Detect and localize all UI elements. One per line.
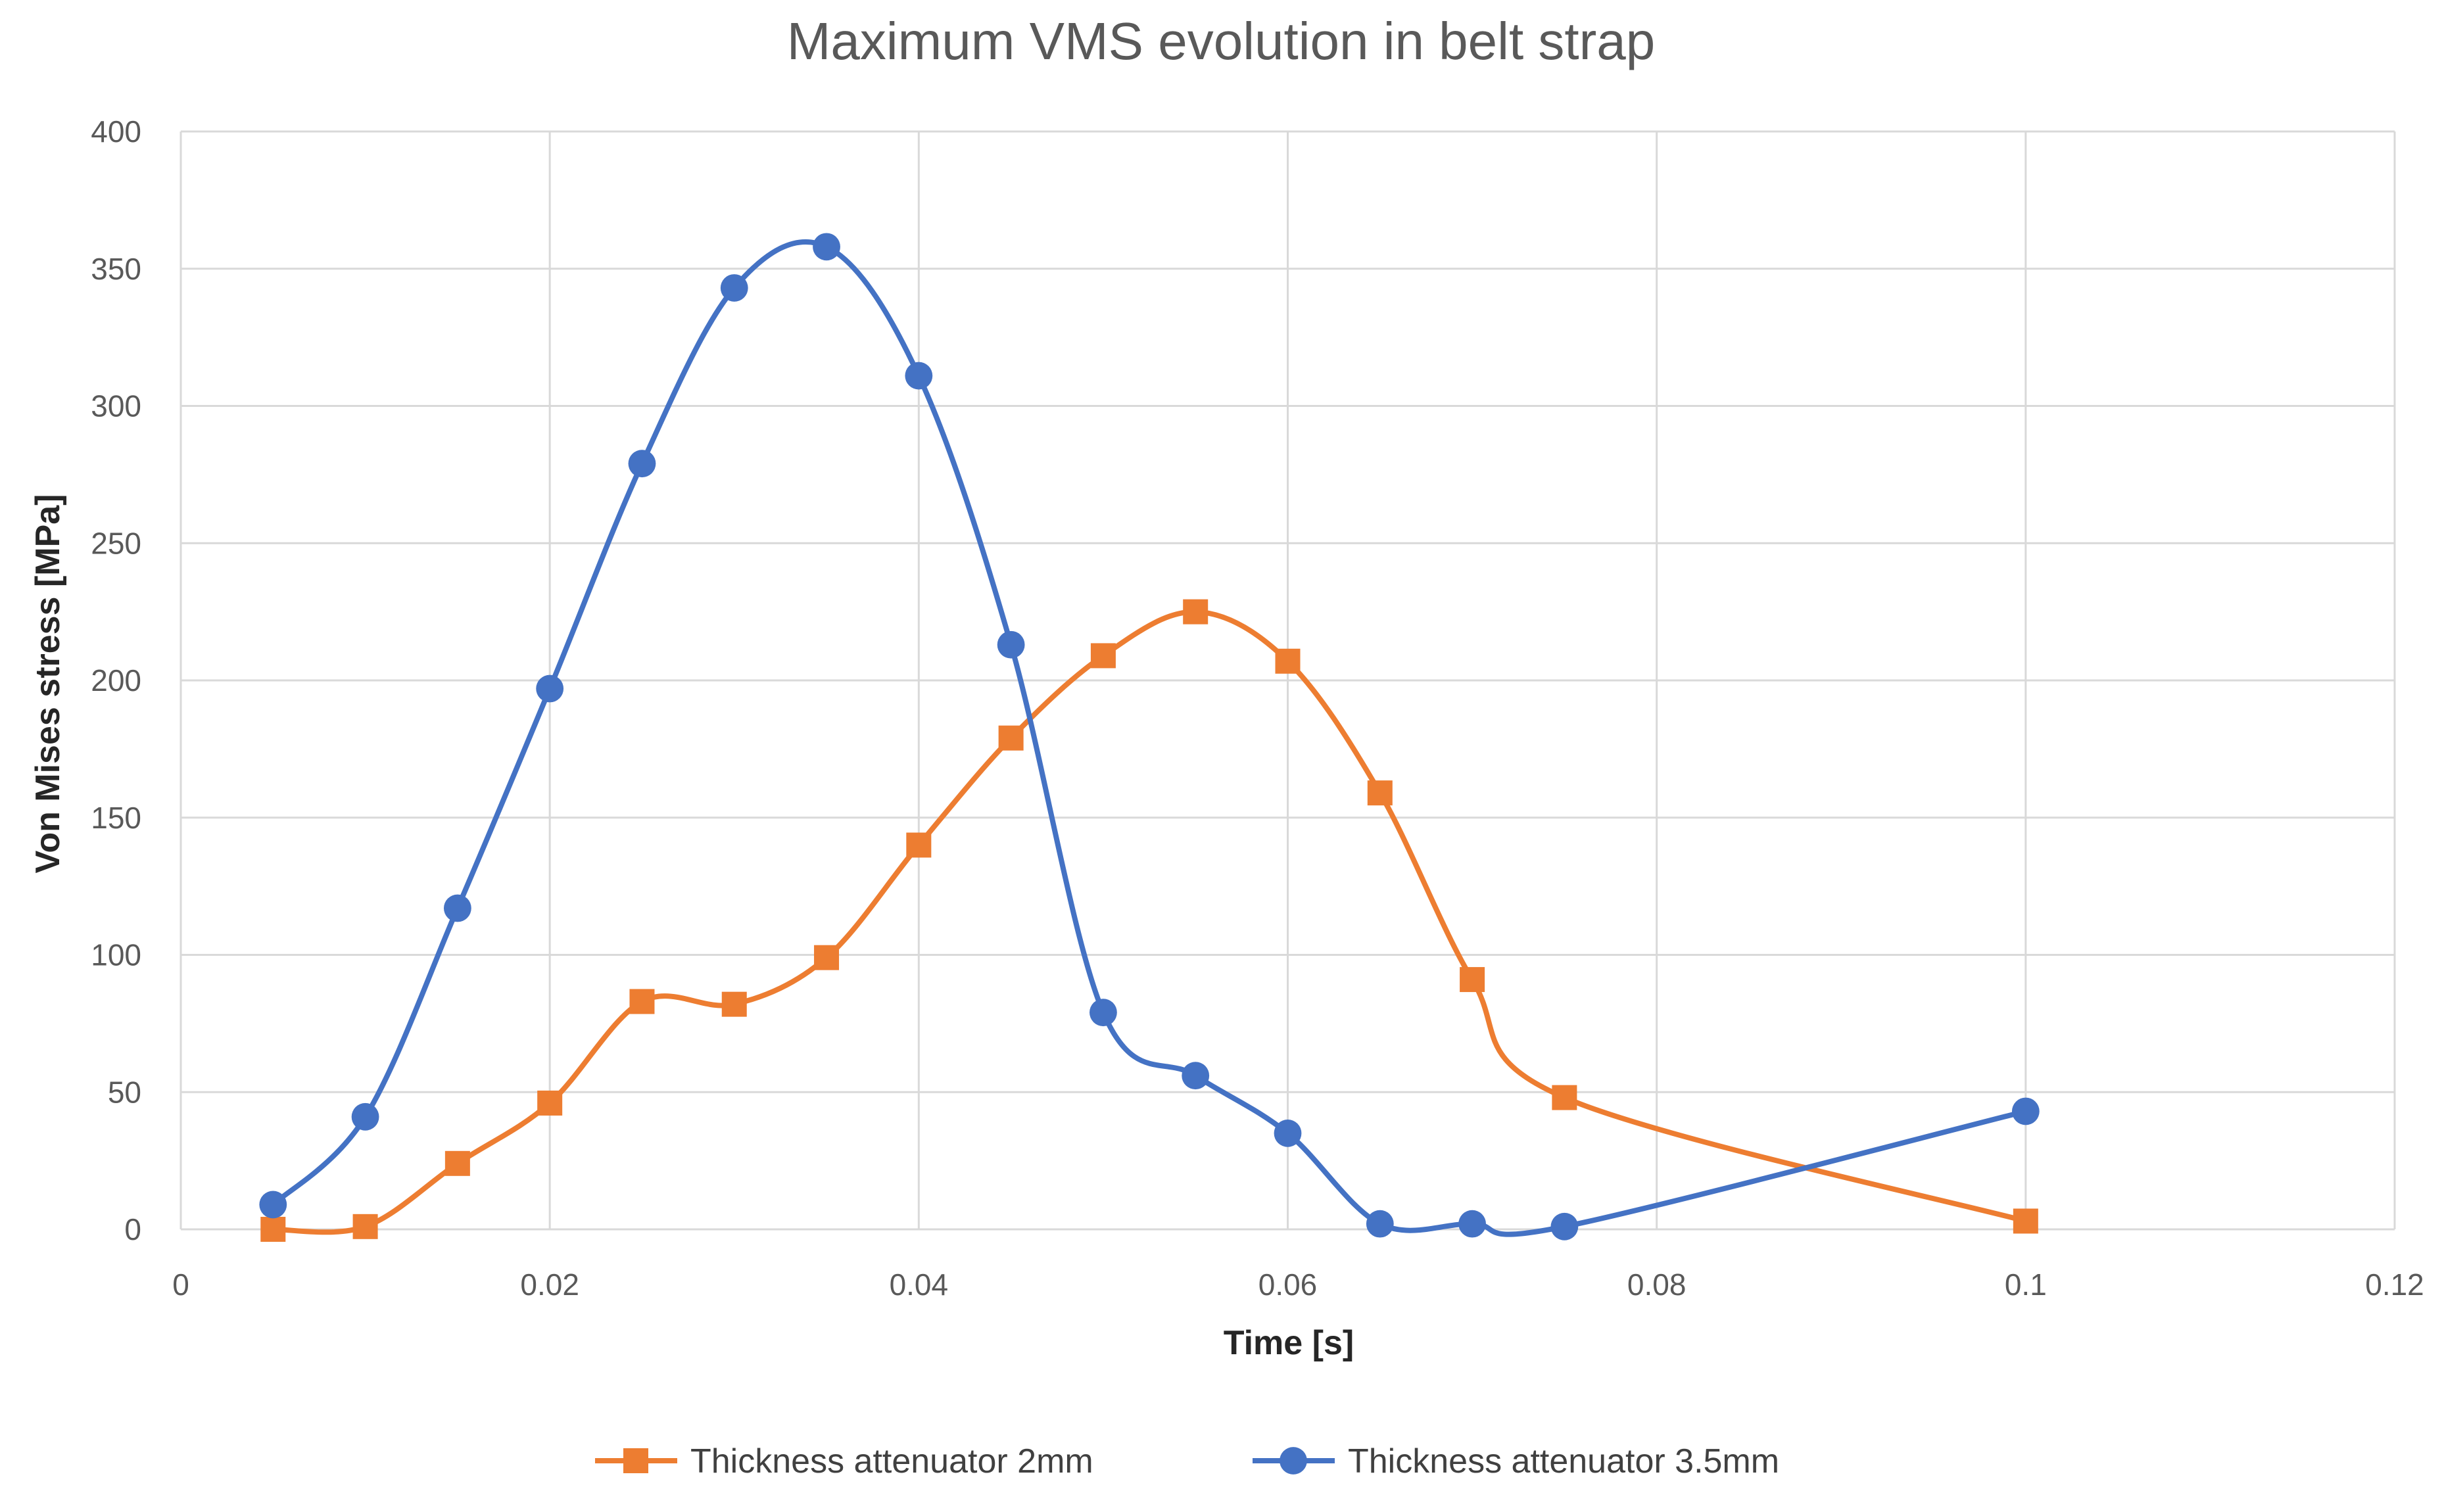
data-point — [629, 989, 655, 1014]
data-point — [1458, 1210, 1486, 1238]
data-point — [721, 991, 747, 1017]
gridlines — [180, 130, 2396, 1231]
data-point — [1089, 999, 1117, 1027]
data-point — [720, 274, 748, 302]
x-tick-label: 0.06 — [1258, 1267, 1318, 1302]
y-tick-label: 50 — [108, 1075, 141, 1109]
data-point — [813, 233, 840, 261]
series-line — [273, 609, 2026, 1235]
y-tick-label: 400 — [91, 114, 141, 149]
data-point — [351, 1102, 379, 1131]
data-point — [2011, 1097, 2040, 1125]
data-point — [1182, 1062, 1210, 1090]
data-point — [1274, 1119, 1302, 1147]
x-tick-label: 0.02 — [520, 1267, 579, 1302]
series-line — [271, 239, 2026, 1237]
data-point — [443, 894, 471, 922]
y-tick-label: 300 — [91, 389, 141, 423]
data-point — [1367, 780, 1393, 806]
data-point — [352, 1214, 378, 1239]
legend-marker — [623, 1448, 648, 1473]
data-point — [997, 630, 1025, 659]
data-point — [1275, 648, 1301, 674]
y-axis-label: Von Mises stress [MPa] — [29, 494, 67, 873]
x-tick-label: 0.12 — [2365, 1267, 2424, 1302]
x-tick-label: 0.1 — [2005, 1267, 2047, 1302]
x-tick-label: 0.08 — [1627, 1267, 1687, 1302]
y-tick-label: 350 — [91, 252, 141, 286]
data-point — [1460, 967, 1485, 993]
data-point — [444, 1150, 470, 1176]
data-point — [537, 1090, 563, 1116]
y-tick-label: 200 — [91, 663, 141, 697]
data-point — [1550, 1212, 1579, 1240]
data-point — [906, 832, 932, 858]
data-point — [1366, 1210, 1394, 1238]
data-point — [814, 945, 840, 970]
data-point — [1552, 1085, 1577, 1110]
data-point — [905, 362, 933, 390]
legend-label: Thickness attenuator 3.5mm — [1348, 1442, 1779, 1480]
data-point — [536, 674, 564, 703]
y-axis-ticks: 0 50 100 150 200 250 300 350 400 — [91, 114, 141, 1246]
y-tick-label: 250 — [91, 526, 141, 560]
chart-title: Maximum VMS evolution in belt strap — [787, 12, 1656, 70]
data-point — [1183, 599, 1209, 625]
y-tick-label: 100 — [91, 938, 141, 972]
x-axis-ticks: 0 0.02 0.04 0.06 0.08 0.1 0.12 — [172, 1267, 2424, 1302]
x-tick-label: 0.04 — [890, 1267, 949, 1302]
series-layer — [259, 233, 2040, 1242]
data-point — [1090, 643, 1116, 669]
data-point — [259, 1191, 287, 1219]
legend-label: Thickness attenuator 2mm — [690, 1442, 1093, 1480]
y-tick-label: 0 — [124, 1212, 141, 1246]
x-tick-label: 0 — [172, 1267, 189, 1302]
data-point — [628, 450, 656, 478]
x-axis-label: Time [s] — [1224, 1324, 1354, 1362]
data-point — [2013, 1208, 2038, 1234]
data-point — [998, 725, 1024, 751]
y-tick-label: 150 — [91, 801, 141, 835]
series-2 — [259, 233, 2040, 1240]
series-1 — [260, 599, 2038, 1242]
legend: Thickness attenuator 2mm Thickness attenu… — [595, 1442, 1779, 1480]
legend-marker — [1280, 1447, 1307, 1475]
data-point — [260, 1217, 286, 1242]
